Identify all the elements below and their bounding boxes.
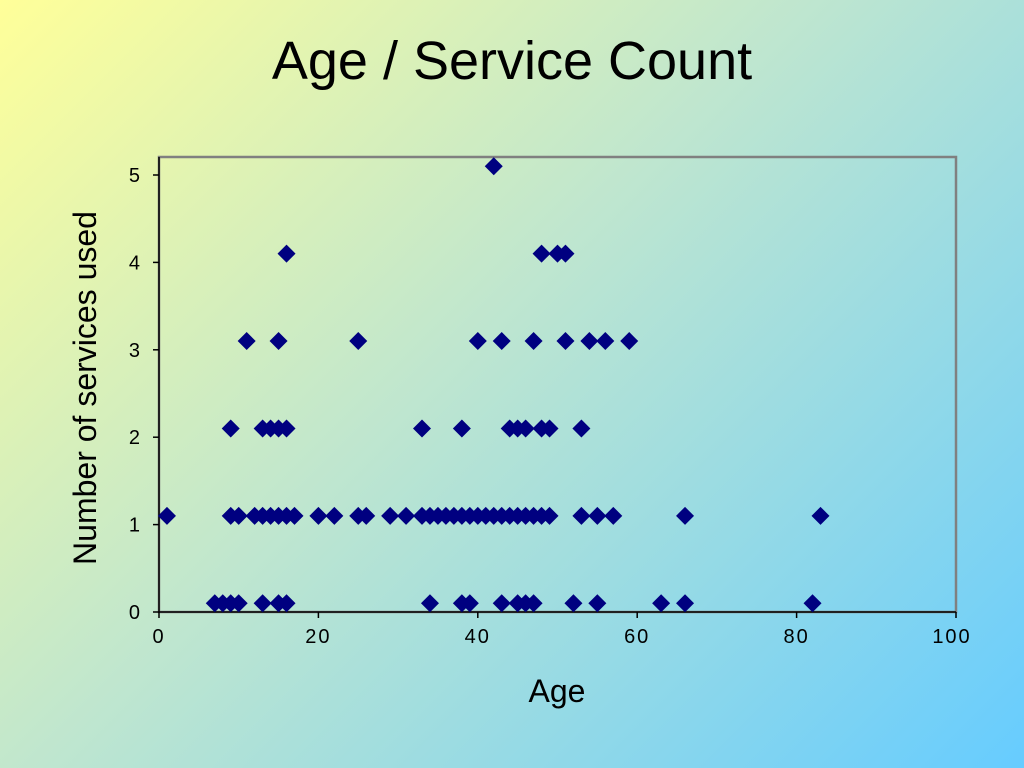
data-point [572, 419, 591, 438]
data-point [237, 332, 256, 351]
data-point [460, 594, 479, 613]
data-point [652, 594, 671, 613]
data-point [420, 594, 439, 613]
data-point [676, 594, 695, 613]
data-point [540, 506, 559, 525]
x-tick-label: 20 [305, 626, 331, 648]
data-point [413, 419, 432, 438]
data-point [309, 506, 328, 525]
y-tick-label: 2 [129, 427, 140, 449]
x-tick-label: 0 [152, 626, 165, 648]
data-point [811, 506, 830, 525]
data-point [492, 332, 511, 351]
data-point [468, 332, 487, 351]
data-point [588, 594, 607, 613]
data-point [397, 506, 416, 525]
data-point [524, 332, 543, 351]
data-point [381, 506, 400, 525]
data-point [604, 506, 623, 525]
page-title: Age / Service Count [271, 31, 753, 91]
data-point [492, 594, 511, 613]
data-point [516, 419, 535, 438]
data-point [229, 506, 248, 525]
x-tick-label: 40 [465, 626, 491, 648]
data-point [564, 594, 583, 613]
x-tick-label: 80 [783, 626, 809, 648]
data-point [484, 157, 503, 176]
x-tick-label: 60 [624, 626, 650, 648]
data-point [803, 594, 822, 613]
x-tick-label: 100 [932, 626, 971, 648]
data-point [157, 506, 176, 525]
data-point [540, 419, 559, 438]
y-tick-label: 1 [129, 515, 140, 537]
y-tick-label: 4 [129, 252, 140, 274]
data-point [580, 332, 599, 351]
y-tick-label: 5 [129, 165, 140, 187]
data-point [524, 594, 543, 613]
data-point [229, 594, 248, 613]
plot-area [157, 155, 958, 614]
data-point [452, 419, 471, 438]
y-axis-label: Number of services used [67, 211, 103, 565]
data-point [221, 419, 240, 438]
data-point [676, 506, 695, 525]
data-point [253, 594, 272, 613]
y-tick-label: 0 [129, 602, 140, 624]
data-point [532, 244, 551, 263]
data-point [277, 244, 296, 263]
data-point [620, 332, 639, 351]
data-point [572, 506, 591, 525]
data-point [277, 594, 296, 613]
data-point [277, 419, 296, 438]
data-point [357, 506, 376, 525]
data-point [285, 506, 304, 525]
x-axis-label: Age [529, 673, 586, 709]
data-point [588, 506, 607, 525]
data-point [556, 332, 575, 351]
data-point [349, 332, 368, 351]
data-point [556, 244, 575, 263]
data-point [269, 332, 288, 351]
data-point [596, 332, 615, 351]
y-tick-label: 3 [129, 340, 140, 362]
data-point [325, 506, 344, 525]
